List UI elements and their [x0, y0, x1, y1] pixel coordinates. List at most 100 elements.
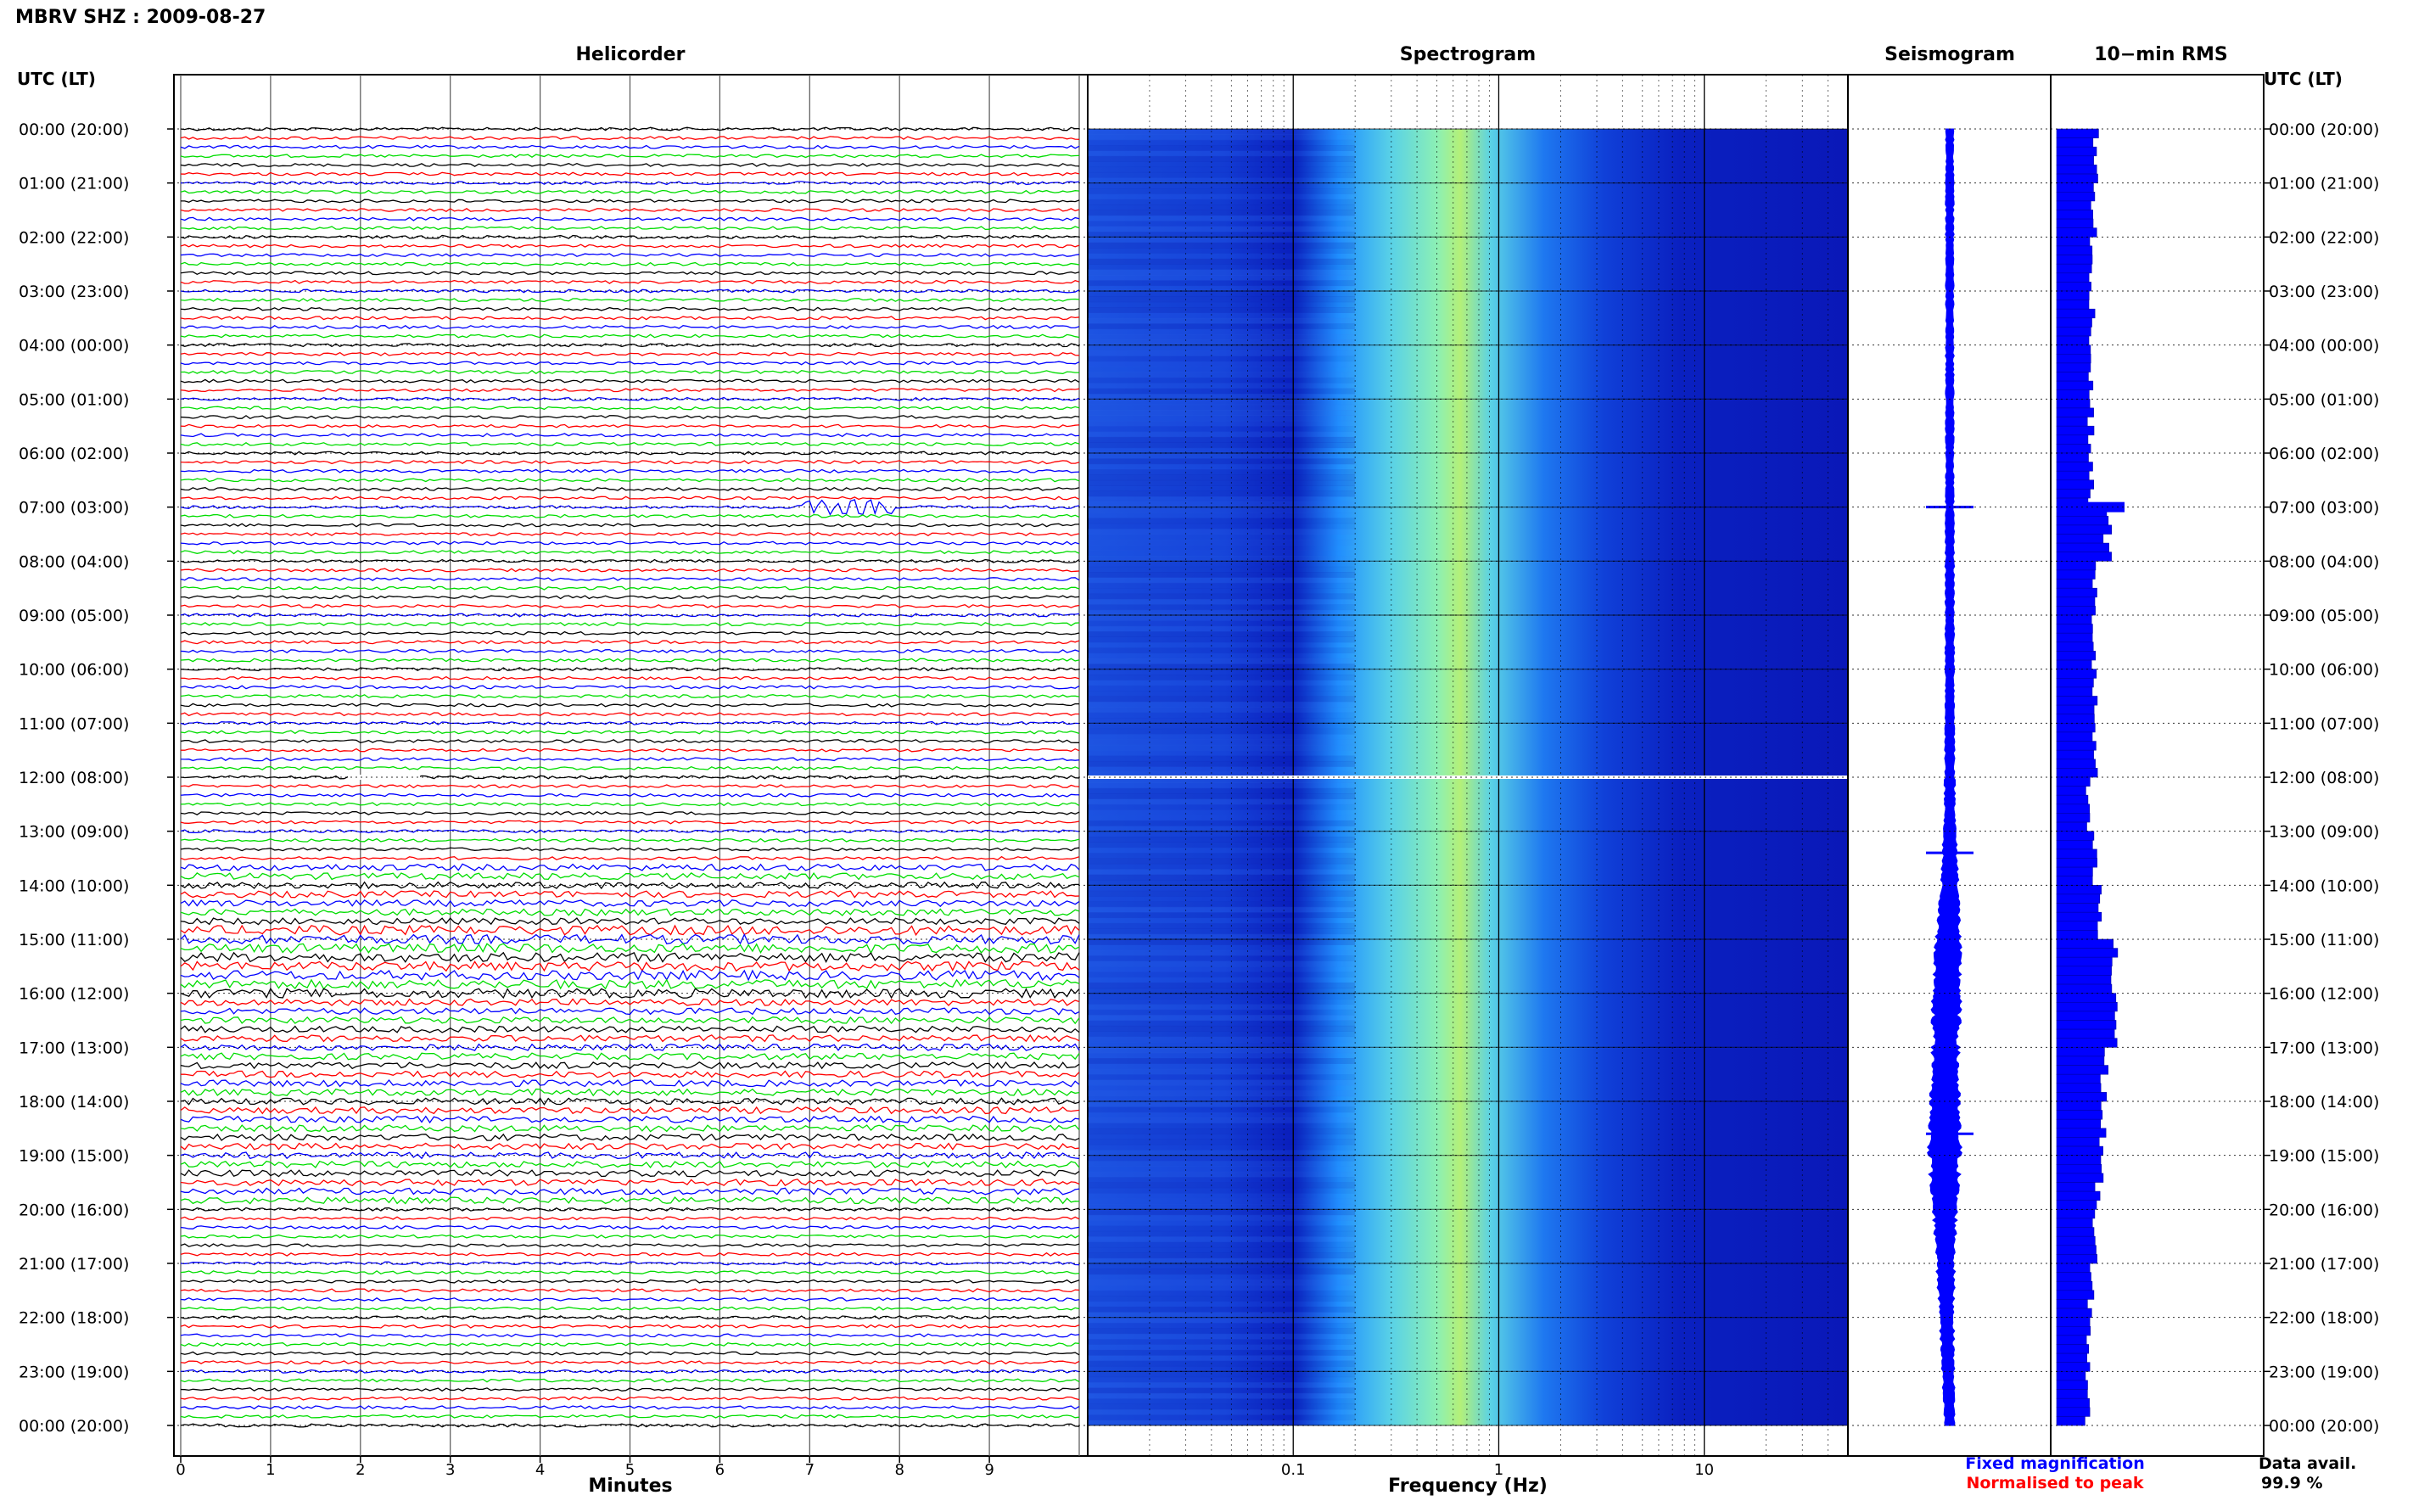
- rms-bar: [2056, 749, 2094, 760]
- spectrogram-texture-stripe: [1088, 939, 1356, 945]
- rms-bar: [2056, 1227, 2095, 1237]
- spectrogram-texture-stripe: [1088, 1344, 1356, 1351]
- spectrogram-texture-stripe: [1088, 890, 1356, 897]
- spectrogram-texture-stripe: [1088, 1150, 1356, 1156]
- rms-bar: [2056, 1397, 2090, 1408]
- helicorder-trace: [180, 622, 1080, 627]
- spectrogram-texture-stripe: [1088, 874, 1356, 881]
- spectrogram-texture-stripe: [1088, 1290, 1356, 1296]
- spectrogram-texture-stripe: [1088, 744, 1356, 751]
- rms-bar: [2056, 1407, 2091, 1417]
- time-label-left: 19:00 (15:00): [19, 1147, 129, 1166]
- helicorder-trace: [180, 802, 1080, 807]
- helicorder-trace: [180, 1196, 1080, 1205]
- rms-bar: [2056, 731, 2093, 742]
- rms-bar: [2056, 470, 2090, 481]
- helicorder-trace: [180, 306, 1080, 311]
- spectrogram-texture-stripe: [1088, 139, 1356, 146]
- spectrogram-texture-stripe: [1088, 1198, 1356, 1205]
- rms-bar: [2056, 831, 2095, 841]
- time-label-left: 04:00 (00:00): [19, 337, 129, 356]
- spectrogram-texture-stripe: [1088, 436, 1356, 443]
- helicorder-trace: [180, 924, 1080, 937]
- spectrogram-texture-stripe: [1088, 507, 1356, 513]
- spectrogram-texture-stripe: [1088, 177, 1356, 184]
- time-label-right: 04:00 (00:00): [2269, 337, 2379, 356]
- rms-bar: [2056, 1073, 2101, 1084]
- spectrogram-texture-stripe: [1088, 242, 1356, 249]
- rms-bar: [2056, 1380, 2088, 1390]
- time-label-right: 19:00 (15:00): [2269, 1147, 2379, 1166]
- rms-bar: [2056, 452, 2089, 462]
- right-edge-mask: [2408, 0, 2413, 1509]
- time-label-left: 18:00 (14:00): [19, 1093, 129, 1112]
- helicorder-trace: [180, 855, 1080, 861]
- rms-bar: [2056, 380, 2094, 391]
- time-label-right: 16:00 (12:00): [2269, 985, 2379, 1004]
- spectrogram-texture-stripe: [1088, 215, 1356, 221]
- rms-title: 10−min RMS: [2094, 44, 2228, 65]
- rms-bar: [2056, 1272, 2091, 1282]
- helicorder-trace: [180, 1243, 1080, 1248]
- helicorder-trace: [180, 837, 1080, 843]
- rms-bar: [2056, 434, 2089, 445]
- helicorder-trace: [180, 181, 1080, 186]
- rms-bar: [2056, 245, 2093, 255]
- helicorder-trace: [180, 1405, 1080, 1410]
- time-axis: 00:00 (20:00) 00:00 (20:00) 01:00 (21:00) 0…: [19, 0, 2413, 1509]
- spectrogram-xlabel: Frequency (Hz): [1388, 1476, 1548, 1497]
- spectrogram-texture-stripe: [1088, 426, 1356, 433]
- spectrogram-texture-stripe: [1088, 1144, 1356, 1151]
- helicorder-trace: [180, 351, 1080, 356]
- helicorder-trace: [180, 154, 1080, 159]
- helicorder-trace: [180, 1016, 1080, 1025]
- helicorder-trace: [180, 298, 1080, 303]
- helicorder-trace: [180, 890, 1080, 899]
- spectrogram-texture-stripe: [1088, 518, 1356, 524]
- helicorder-trace: [180, 1414, 1080, 1419]
- time-label-left: 01:00 (21:00): [19, 175, 129, 193]
- spectrogram-texture-stripe: [1088, 274, 1356, 281]
- spectrogram-texture-stripe: [1088, 777, 1356, 783]
- time-label-right: 02:00 (22:00): [2269, 228, 2379, 247]
- rms-bar: [2056, 1092, 2108, 1102]
- helicorder-trace: [180, 199, 1080, 204]
- spectrogram-texture-stripe: [1088, 620, 1356, 627]
- spectrogram-texture-stripe: [1088, 1177, 1356, 1183]
- spectrogram-texture-stripe: [1088, 593, 1356, 600]
- spectrogram-texture-stripe: [1088, 1015, 1356, 1021]
- helicorder-trace: [180, 1225, 1080, 1230]
- rms-frame: [2050, 74, 2265, 1457]
- spectrogram-texture-stripe: [1088, 1128, 1356, 1134]
- spectrogram-texture-stripe: [1088, 577, 1356, 584]
- spectrogram-texture-stripe: [1088, 717, 1356, 724]
- spectrogram-texture-stripe: [1088, 361, 1356, 367]
- rms-bar: [2056, 317, 2092, 328]
- helicorder-xtick-label: 8: [894, 1461, 904, 1479]
- spectrogram-texture-stripe: [1088, 529, 1356, 535]
- spectrogram-texture-stripe: [1088, 820, 1356, 826]
- rms-panel: [2050, 74, 2265, 1457]
- time-label-right: 11:00 (07:00): [2269, 714, 2379, 733]
- spectrogram-texture-stripe: [1088, 755, 1356, 762]
- helicorder-trace: [180, 1070, 1080, 1078]
- spectrogram-texture-stripe: [1088, 501, 1356, 508]
- helicorder-xtick-label: 9: [984, 1461, 994, 1479]
- helicorder-trace: [180, 226, 1080, 231]
- time-label-right: 00:00 (20:00): [2269, 120, 2379, 139]
- spectrogram-texture-stripe: [1088, 248, 1356, 254]
- spectrogram-texture-stripe: [1088, 680, 1356, 686]
- spectrogram-texture-stripe: [1088, 723, 1356, 730]
- spectrogram-texture-stripe: [1088, 420, 1356, 427]
- spectrogram-texture-stripe: [1088, 1117, 1356, 1123]
- spectrogram-texture-stripe: [1088, 253, 1356, 260]
- spectrogram-texture-stripe: [1088, 458, 1356, 465]
- spectrogram-texture-stripe: [1088, 1403, 1356, 1410]
- helicorder-trace: [180, 730, 1080, 735]
- spectrogram-texture-stripe: [1088, 534, 1356, 540]
- rms-bar: [2056, 669, 2097, 679]
- spectrogram-texture-stripe: [1088, 393, 1356, 400]
- spectrogram-texture-stripe: [1088, 1041, 1356, 1048]
- time-label-right: 18:00 (14:00): [2269, 1093, 2379, 1112]
